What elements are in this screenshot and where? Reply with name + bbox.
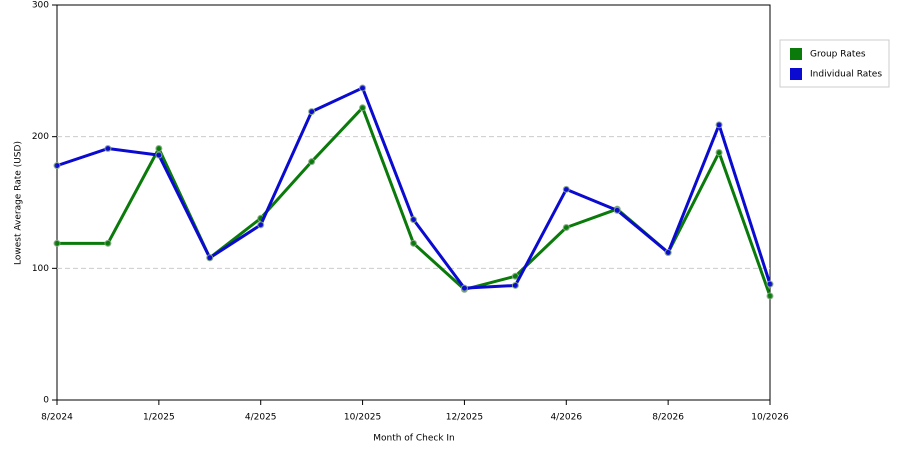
y-tick-label: 300 (32, 1, 49, 11)
x-tick-label: 10/2025 (344, 413, 381, 423)
legend-swatch (790, 68, 802, 80)
point (257, 221, 265, 229)
point (766, 280, 774, 288)
y-tick-label: 100 (32, 264, 49, 274)
point (715, 121, 723, 129)
point (410, 216, 417, 224)
point (359, 84, 367, 92)
point (410, 239, 417, 247)
point (359, 104, 367, 112)
point (53, 162, 61, 170)
legend-label: Group Rates (810, 50, 866, 60)
legend-swatch (790, 48, 802, 60)
plot-frame (56, 4, 771, 401)
point (562, 224, 570, 232)
x-tick-label: 12/2025 (446, 413, 483, 423)
point (206, 254, 214, 262)
point (308, 108, 316, 116)
x-tick-label: 4/2025 (245, 413, 277, 423)
series-line (57, 106, 772, 297)
point (155, 151, 163, 159)
point (715, 148, 723, 156)
y-axis-label: Lowest Average Rate (USD) (14, 141, 24, 265)
x-tick-label: 8/2026 (652, 413, 684, 423)
x-tick-label: 8/2024 (41, 413, 73, 423)
point (308, 158, 316, 166)
y-tick-label: 200 (32, 132, 49, 142)
point (511, 281, 519, 289)
x-tick-label: 10/2026 (751, 413, 789, 423)
point (766, 292, 774, 300)
point (155, 145, 163, 153)
point (613, 206, 621, 214)
y-tick-label: 0 (43, 396, 49, 406)
x-tick-label: 1/2025 (143, 413, 175, 423)
point (562, 185, 570, 193)
point (460, 284, 468, 292)
legend-label: Individual Rates (810, 70, 882, 80)
series-line (56, 86, 772, 290)
point (664, 249, 672, 257)
point (104, 145, 112, 153)
x-tick-label: 4/2026 (550, 413, 582, 423)
point (53, 239, 61, 247)
point (104, 239, 112, 247)
x-axis-label: Month of Check In (373, 434, 455, 444)
point (511, 272, 519, 280)
